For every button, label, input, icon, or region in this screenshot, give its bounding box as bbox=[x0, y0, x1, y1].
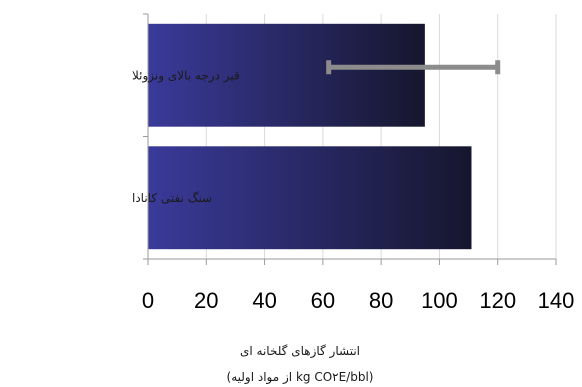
x-tick-label: 40 bbox=[252, 288, 276, 313]
labels: قیر درجه بالای ونزوئلا سنگ نفتی کانادا 0 20… bbox=[132, 68, 574, 385]
x-tick-label: 20 bbox=[194, 288, 218, 313]
bar bbox=[148, 23, 425, 127]
category-label: قیر درجه بالای ونزوئلا bbox=[132, 68, 240, 83]
x-tick-label: 60 bbox=[311, 288, 335, 313]
x-tick-label: 0 bbox=[142, 288, 154, 313]
x-tick-label: 80 bbox=[369, 288, 393, 313]
x-tick-label: 140 bbox=[538, 288, 575, 313]
axes bbox=[143, 13, 557, 265]
x-tick-label: 100 bbox=[421, 288, 458, 313]
bars bbox=[148, 23, 501, 250]
x-tick-label: 120 bbox=[479, 288, 516, 313]
x-axis-title-line: انتشار گازهای گلخانه ای bbox=[240, 344, 360, 359]
category-label: سنگ نفتی کانادا bbox=[132, 191, 212, 205]
x-axis-title-line: (kg CO۲E/bbl از مواد اولیه) bbox=[227, 370, 374, 385]
bar bbox=[148, 146, 472, 250]
